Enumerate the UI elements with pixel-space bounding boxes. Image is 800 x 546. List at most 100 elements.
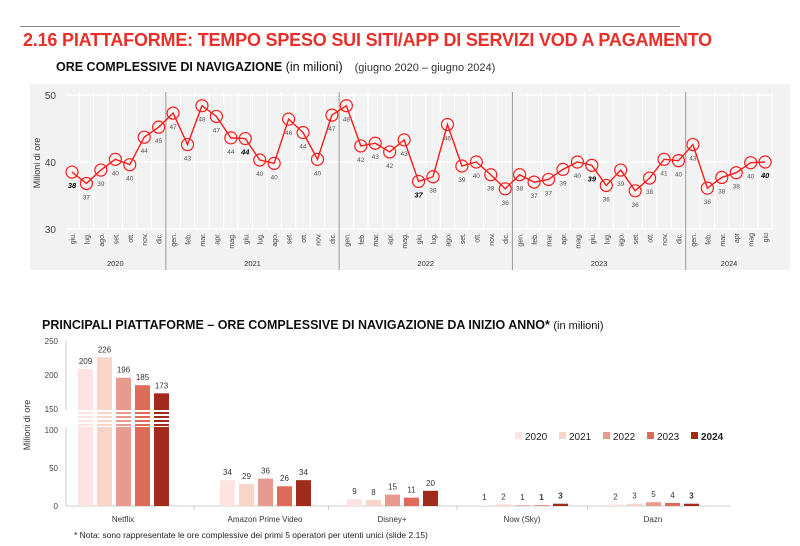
data-label: 40 xyxy=(760,171,770,180)
bar xyxy=(220,480,235,506)
x-tick-label: giu. xyxy=(70,233,77,244)
data-label: 43 xyxy=(401,151,409,158)
data-point-marker xyxy=(267,156,281,170)
bar xyxy=(78,368,93,506)
axis-break-stripe xyxy=(78,420,93,422)
line-chart-panel xyxy=(30,84,790,270)
x-tick-label: mar. xyxy=(200,233,207,247)
x-tick-label: ago. xyxy=(272,233,279,247)
x-tick-label: ago. xyxy=(445,233,452,247)
bar xyxy=(277,486,292,506)
axis-break-stripe xyxy=(154,416,169,418)
bar xyxy=(347,499,362,506)
data-label: 43 xyxy=(689,156,697,163)
data-point-marker xyxy=(671,154,686,168)
data-label: 43 xyxy=(372,154,380,161)
data-point-marker xyxy=(296,125,310,140)
data-label: 42 xyxy=(357,157,365,164)
x-tick-label: gen. xyxy=(691,233,698,247)
bar-value-label: 36 xyxy=(261,467,270,476)
legend-label: 2024 xyxy=(701,432,724,443)
bar-value-label: 1 xyxy=(520,493,525,502)
bar xyxy=(135,385,150,506)
x-tick-label: ott. xyxy=(648,233,655,243)
bar xyxy=(534,505,549,506)
bar xyxy=(646,502,661,506)
data-point-marker xyxy=(383,145,397,159)
x-tick-label: set. xyxy=(287,233,294,244)
axis-break-stripe xyxy=(154,424,169,426)
data-point-marker xyxy=(411,174,426,189)
data-label: 40 xyxy=(256,171,264,178)
x-tick-label: apr. xyxy=(214,233,221,245)
x-tick-label: gen. xyxy=(171,233,178,247)
bar-value-label: 4 xyxy=(670,491,675,500)
bar-value-label: 5 xyxy=(651,490,656,499)
x-tick-label: feb. xyxy=(532,233,539,245)
x-tick-label: lug. xyxy=(604,233,611,244)
y-tick-label: 0 xyxy=(54,502,59,511)
x-tick-label: gen. xyxy=(518,233,525,247)
data-point-marker xyxy=(123,158,137,172)
data-point-marker xyxy=(729,166,743,180)
data-point-marker xyxy=(628,184,642,198)
axis-break-stripe xyxy=(116,412,131,414)
top-rule xyxy=(20,26,680,27)
x-tick-label: feb. xyxy=(359,233,366,245)
data-point-marker xyxy=(65,165,79,179)
data-label: 40 xyxy=(126,176,134,183)
x-tick-label: ott. xyxy=(474,233,481,243)
data-label: 43 xyxy=(184,156,192,163)
x-tick-label: nov. xyxy=(662,233,669,246)
data-point-marker xyxy=(469,155,483,169)
data-point-marker xyxy=(325,108,339,122)
data-label: 42 xyxy=(386,163,394,170)
axis-break-stripe xyxy=(97,420,112,422)
axis-break-band xyxy=(60,410,192,427)
bar-chart-title: PRINCIPALI PIATTAFORME – ORE COMPLESSIVE… xyxy=(42,318,604,332)
axis-break-stripe xyxy=(97,424,112,426)
bar-value-label: 3 xyxy=(689,492,694,501)
data-label: 39 xyxy=(458,177,466,184)
data-label: 38 xyxy=(429,188,437,195)
x-tick-label: giu. xyxy=(243,233,250,244)
bar-value-label: 29 xyxy=(242,472,251,481)
bar-chart-title-text: PRINCIPALI PIATTAFORME – ORE COMPLESSIVE… xyxy=(42,318,550,332)
bar-value-label: 196 xyxy=(117,366,131,375)
x-tick-label: mar. xyxy=(720,233,727,247)
legend-swatch xyxy=(603,432,610,439)
data-label: 40 xyxy=(271,174,279,181)
data-label: 37 xyxy=(530,193,538,200)
data-point-marker xyxy=(455,159,469,173)
bar xyxy=(423,490,438,506)
data-point-marker xyxy=(368,136,382,150)
data-point-marker xyxy=(498,182,512,196)
x-tick-label: mag. xyxy=(402,233,409,249)
year-label: 2020 xyxy=(107,259,124,268)
x-tick-label: nov. xyxy=(489,233,496,246)
axis-break-stripe xyxy=(135,412,150,414)
data-label: 44 xyxy=(227,149,235,156)
data-label: 46 xyxy=(444,135,452,142)
axis-break-stripe xyxy=(97,412,112,414)
data-label: 48 xyxy=(343,117,351,124)
axis-break-stripe xyxy=(78,416,93,418)
data-label: 40 xyxy=(314,170,322,177)
bar-value-label: 11 xyxy=(407,486,416,495)
bar xyxy=(404,497,419,506)
bar-value-label: 2 xyxy=(613,492,618,501)
data-point-marker xyxy=(166,106,180,120)
bar xyxy=(97,357,112,506)
y-tick-label: 50 xyxy=(49,464,58,473)
data-point-marker xyxy=(527,175,541,189)
data-label: 37 xyxy=(414,190,423,199)
bar-value-label: 1 xyxy=(539,493,544,502)
bar xyxy=(627,503,642,506)
data-point-marker xyxy=(758,155,772,169)
data-point-marker xyxy=(585,158,599,172)
x-tick-label: apr xyxy=(734,232,741,243)
year-label: 2024 xyxy=(721,259,738,268)
x-tick-label: mar. xyxy=(547,233,554,247)
legend-label: 2021 xyxy=(569,432,592,443)
